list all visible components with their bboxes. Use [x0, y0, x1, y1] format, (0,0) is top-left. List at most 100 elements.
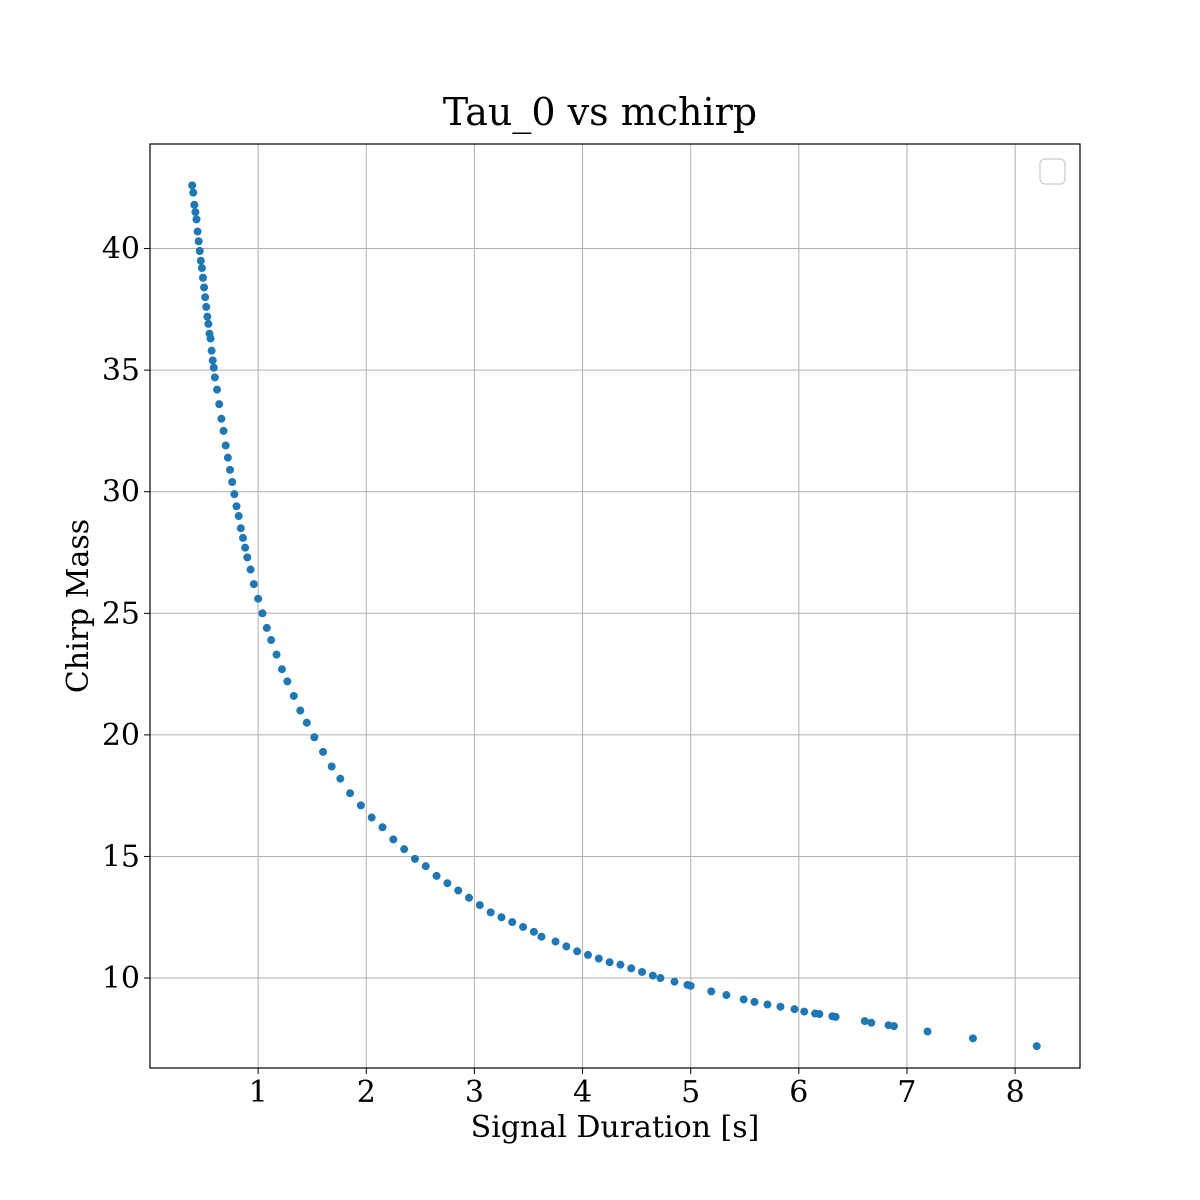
- scatter-point: [188, 181, 197, 190]
- scatter-point: [283, 677, 292, 686]
- scatter-point: [790, 1005, 799, 1014]
- x-tick-label: 8: [1006, 1075, 1025, 1110]
- scatter-point: [197, 264, 206, 273]
- scatter-point: [763, 1000, 772, 1009]
- scatter-point: [346, 789, 355, 798]
- scatter-point: [537, 932, 546, 941]
- scatter-point: [219, 426, 228, 435]
- x-tick-label: 5: [681, 1075, 700, 1110]
- x-axis-ticks: 1 2 3 4 5 6 7 8: [249, 1068, 1025, 1110]
- scatter-point: [310, 733, 319, 742]
- scatter-point: [867, 1018, 876, 1027]
- scatter-point: [191, 208, 200, 217]
- x-axis-label: Signal Duration [s]: [471, 1110, 760, 1145]
- scatter-point: [923, 1027, 932, 1036]
- scatter-point: [196, 256, 205, 265]
- scatter-point: [190, 200, 199, 209]
- scatter-point: [327, 762, 336, 771]
- scatter-point: [189, 188, 198, 197]
- scatter-point: [289, 691, 298, 700]
- scatter-point: [254, 594, 263, 603]
- scatter-point: [217, 414, 226, 423]
- scatter-point: [400, 845, 409, 854]
- scatter-point: [410, 854, 419, 863]
- scatter-point: [529, 927, 538, 936]
- scatter-point: [203, 312, 212, 321]
- scatter-point: [707, 987, 716, 996]
- y-tick-label: 35: [102, 353, 140, 388]
- x-tick-label: 6: [789, 1075, 808, 1110]
- scatter-point: [267, 636, 276, 645]
- scatter-point: [194, 237, 203, 246]
- scatter-point: [551, 937, 560, 946]
- scatter-point: [202, 302, 211, 311]
- scatter-point: [210, 373, 219, 382]
- scatter-point: [243, 553, 252, 562]
- gridlines: [150, 144, 1080, 1068]
- scatter-point: [319, 747, 328, 756]
- scatter-point: [192, 215, 201, 224]
- chart-title: Tau_0 vs mchirp: [443, 90, 757, 135]
- scatter-point: [443, 879, 452, 888]
- scatter-point: [605, 958, 614, 967]
- x-tick-label: 7: [897, 1075, 916, 1110]
- scatter-point: [249, 580, 258, 589]
- x-tick-label: 2: [357, 1075, 376, 1110]
- scatter-point: [421, 862, 430, 871]
- scatter-point: [722, 991, 731, 1000]
- scatter-point: [356, 801, 365, 810]
- scatter-point: [465, 893, 474, 902]
- scatter-point: [800, 1007, 809, 1016]
- scatter-point: [204, 319, 213, 328]
- scatter-point: [627, 964, 636, 973]
- x-tick-label: 3: [465, 1075, 484, 1110]
- scatter-point: [215, 400, 224, 409]
- scatter-point: [213, 385, 222, 394]
- scatter-point: [236, 524, 245, 533]
- scatter-point: [223, 453, 232, 462]
- y-tick-label: 30: [102, 475, 140, 510]
- y-tick-label: 10: [102, 961, 140, 996]
- y-tick-label: 25: [102, 596, 140, 631]
- scatter-point: [234, 512, 243, 521]
- y-tick-label: 15: [102, 839, 140, 874]
- scatter-point: [200, 283, 209, 292]
- scatter-point: [198, 273, 207, 282]
- legend-box: [1039, 158, 1066, 185]
- scatter-point: [750, 997, 759, 1006]
- scatter-point: [208, 356, 217, 365]
- scatter-point: [296, 706, 305, 715]
- y-tick-label: 40: [102, 232, 140, 267]
- scatter-point: [508, 918, 517, 927]
- scatter-point: [890, 1022, 898, 1031]
- scatter-point: [583, 950, 592, 959]
- x-tick-label: 4: [573, 1075, 592, 1110]
- scatter-point: [195, 246, 204, 255]
- scatter-point: [815, 1010, 824, 1019]
- scatter-point: [209, 363, 218, 372]
- scatter-point: [594, 954, 603, 963]
- plot-area-frame: [149, 143, 1081, 1069]
- scatter-point: [221, 441, 230, 450]
- scatter-point: [831, 1012, 840, 1021]
- scatter-point: [193, 227, 202, 236]
- scatter-point: [497, 913, 506, 922]
- scatter-point: [739, 995, 748, 1004]
- scatter-point: [475, 901, 484, 910]
- scatter-point: [241, 543, 250, 552]
- scatter-point: [638, 967, 647, 976]
- scatter-point: [389, 835, 398, 844]
- scatter-point: [486, 908, 495, 917]
- scatter-point: [776, 1002, 785, 1011]
- scatter-point: [860, 1017, 869, 1026]
- scatter-point: [432, 871, 441, 880]
- scatter-point: [207, 346, 216, 355]
- scatter-point: [968, 1034, 977, 1043]
- scatter-point: [302, 718, 311, 727]
- scatter-point: [562, 942, 571, 951]
- scatter-point: [230, 490, 239, 499]
- scatter-point: [686, 981, 695, 990]
- scatter-point: [454, 886, 463, 895]
